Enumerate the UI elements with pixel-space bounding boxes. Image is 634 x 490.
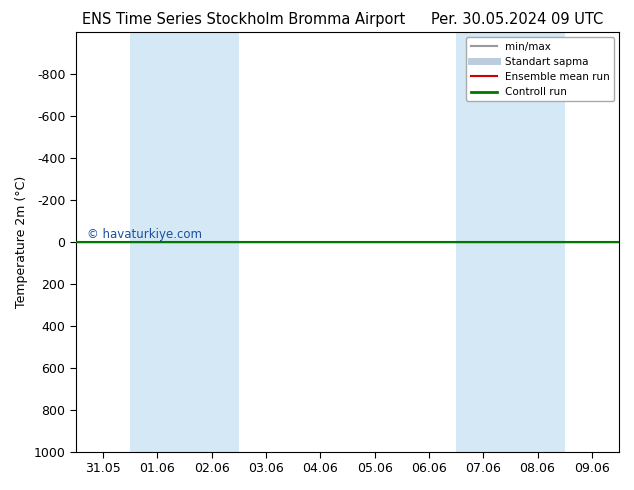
Text: Per. 30.05.2024 09 UTC: Per. 30.05.2024 09 UTC — [431, 12, 604, 27]
Text: ENS Time Series Stockholm Bromma Airport: ENS Time Series Stockholm Bromma Airport — [82, 12, 406, 27]
Y-axis label: Temperature 2m (°C): Temperature 2m (°C) — [15, 176, 28, 308]
Bar — [130, 32, 239, 452]
Bar — [456, 32, 565, 452]
Legend: min/max, Standart sapma, Ensemble mean run, Controll run: min/max, Standart sapma, Ensemble mean r… — [467, 37, 614, 101]
Text: © havaturkiye.com: © havaturkiye.com — [87, 228, 202, 241]
